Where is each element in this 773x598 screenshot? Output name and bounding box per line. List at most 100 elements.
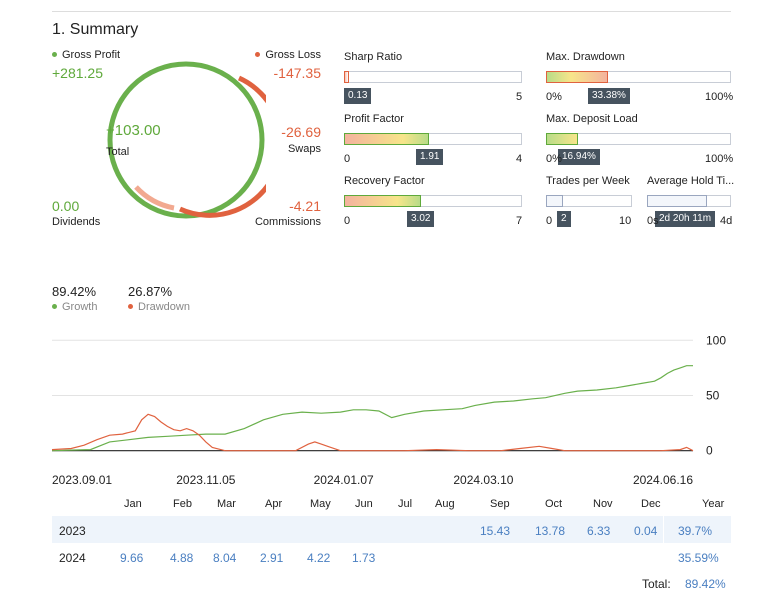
swaps-value: -26.69 (281, 124, 321, 140)
sharp-ratio-tooltip: 0.13 (344, 88, 372, 104)
series-line-growth (51, 365, 693, 452)
table-row: 2024 9.66 4.88 8.04 2.91 4.22 1.73 35.59% (52, 543, 731, 570)
growth-chart-svg: 100 50 0 2023.09.01 2023.11.05 2024.01.07 2024… (51, 333, 726, 487)
drawdown-legend-text: Drawdown (138, 301, 190, 313)
total-ring-chart: +103.00 Total (106, 60, 284, 220)
drawdown-dot-icon (128, 303, 133, 309)
avg-hold-time-max: 4d (720, 215, 733, 227)
max-deposit-load-max: 100% (705, 153, 734, 165)
column-header-sep: Sep (490, 498, 510, 510)
max-drawdown-fill (546, 71, 608, 83)
trades-per-week-min: 0 (546, 215, 553, 227)
trades-per-week-max: 10 (619, 215, 632, 227)
growth-chart[interactable]: 100 50 0 2023.09.01 2023.11.05 2024.01.07 2024… (0, 320, 773, 490)
table-row: 2023 15.43 13.78 6.33 0.04 39.7% (52, 516, 731, 543)
sharp-ratio-label: Sharp Ratio (344, 51, 403, 63)
column-header-may: May (310, 498, 331, 510)
row-year: 2024 (59, 551, 86, 565)
profit-factor-tooltip: 1.91 (416, 149, 444, 165)
column-header-year: Year (702, 498, 725, 510)
column-header-mar: Mar (217, 498, 236, 510)
growth-legend-text: Growth (62, 301, 98, 313)
red-dot-icon (255, 51, 261, 57)
gross-profit-label: Gross Profit (52, 49, 120, 61)
column-header-oct: Oct (545, 498, 563, 510)
dividends-value: 0.00 (52, 198, 80, 214)
max-deposit-load-tooltip: 16.94% (558, 149, 600, 165)
profit-factor-min: 0 (344, 153, 351, 165)
swaps-label: Swaps (287, 143, 321, 155)
recovery-factor-min: 0 (344, 215, 351, 227)
x-tick-label: 2024.06.16 (633, 473, 693, 487)
year-total-cell: 35.59% (678, 551, 719, 565)
recovery-factor-fill (344, 195, 421, 207)
x-tick-label: 2023.11.05 (176, 473, 235, 487)
series-line-drawdown (51, 413, 694, 452)
section-title: 1. Summary (52, 21, 139, 38)
column-header-dec: Dec (641, 498, 661, 510)
gross-profit-value: +281.25 (52, 65, 103, 81)
column-header-jan: Jan (124, 498, 142, 510)
ring-svg (107, 61, 284, 219)
max-drawdown-label: Max. Drawdown (546, 51, 625, 63)
month-cell: 13.78 (535, 524, 566, 538)
row-year: 2023 (59, 524, 86, 538)
drawdown-value: 26.87% (128, 284, 173, 299)
column-header-aug: Aug (435, 498, 455, 510)
month-cell: 8.04 (213, 551, 237, 565)
recovery-factor-max: 7 (516, 215, 523, 227)
max-deposit-load-label: Max. Deposit Load (546, 113, 638, 125)
max-drawdown-min: 0% (546, 91, 562, 103)
ring-swaps-arc (134, 185, 175, 211)
top-divider (52, 11, 731, 12)
trades-per-week-track (546, 195, 632, 207)
month-cell: 15.43 (480, 524, 511, 538)
column-divider (663, 516, 664, 543)
x-tick-label: 2024.03.10 (453, 473, 513, 487)
total-label: Total (106, 146, 130, 158)
growth-legend[interactable]: Growth (52, 301, 97, 313)
y-tick-label: 0 (706, 444, 713, 458)
year-total-cell: 39.7% (678, 524, 713, 538)
growth-dot-icon (52, 303, 57, 309)
recovery-factor-label: Recovery Factor (344, 175, 425, 187)
avg-hold-time-label: Average Hold Ti... (647, 175, 735, 187)
dividends-label: Dividends (52, 216, 101, 228)
gross-loss-value: -147.35 (273, 65, 321, 81)
recovery-factor-tooltip: 3.02 (407, 211, 435, 227)
growth-value: 89.42% (52, 284, 97, 299)
month-cell: 0.04 (634, 524, 658, 538)
gross-profit-label-text: Gross Profit (62, 49, 121, 61)
total-value: 89.42% (685, 577, 726, 591)
x-tick-label: 2024.01.07 (314, 473, 374, 487)
column-header-jul: Jul (398, 498, 413, 510)
trades-per-week-label: Trades per Week (546, 175, 630, 187)
sharp-ratio-fill (344, 71, 349, 83)
column-header-feb: Feb (173, 498, 192, 510)
profit-factor-fill (344, 133, 429, 145)
column-header-apr: Apr (265, 498, 283, 510)
drawdown-legend[interactable]: Drawdown (128, 301, 190, 313)
max-drawdown-max: 100% (705, 91, 734, 103)
gross-loss-label: Gross Loss (255, 49, 321, 61)
max-deposit-load-min: 0% (546, 153, 562, 165)
max-drawdown-tooltip: 33.38% (588, 88, 630, 104)
gross-loss-label-text: Gross Loss (265, 49, 321, 61)
max-deposit-load-track (546, 133, 731, 145)
month-cell: 1.73 (352, 551, 376, 565)
commissions-label: Commissions (254, 216, 321, 228)
column-header-jun: Jun (355, 498, 373, 510)
max-deposit-load-fill (546, 133, 578, 145)
month-cell: 6.33 (587, 524, 611, 538)
month-cell: 9.66 (120, 551, 144, 565)
profit-factor-max: 4 (516, 153, 523, 165)
month-cell: 2.91 (260, 551, 284, 565)
y-tick-label: 50 (706, 389, 720, 403)
month-cell: 4.22 (307, 551, 331, 565)
x-tick-label: 2023.09.01 (52, 473, 112, 487)
trades-per-week-tooltip: 2 (557, 211, 571, 227)
sharp-ratio-track (344, 71, 522, 83)
column-header-nov: Nov (593, 498, 613, 510)
avg-hold-time-tooltip: 2d 20h 11m (655, 211, 716, 227)
trades-per-week-fill (546, 195, 563, 207)
